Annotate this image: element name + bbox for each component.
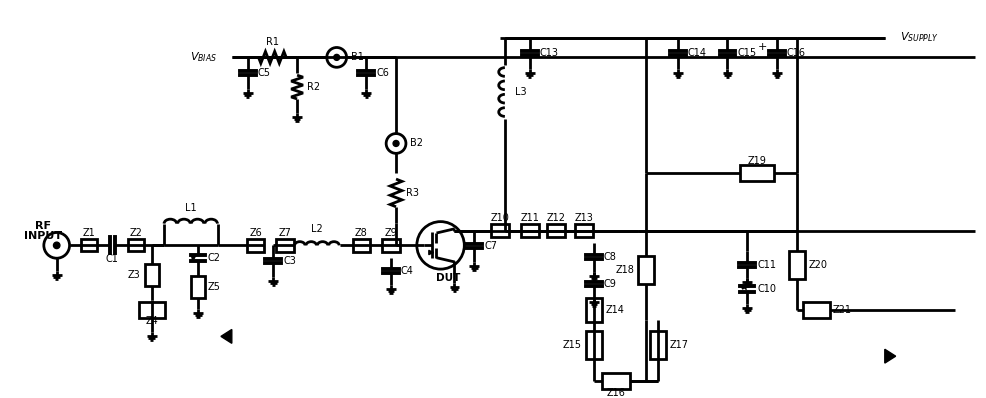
Bar bbox=[81, 240, 98, 251]
Text: Z2: Z2 bbox=[129, 228, 142, 238]
Text: Z21: Z21 bbox=[831, 305, 851, 315]
Bar bbox=[788, 251, 804, 279]
Bar bbox=[740, 165, 773, 181]
Text: Z5: Z5 bbox=[208, 282, 221, 292]
Circle shape bbox=[333, 55, 339, 60]
Bar bbox=[575, 224, 593, 237]
Text: C10: C10 bbox=[756, 284, 775, 294]
Text: C2: C2 bbox=[207, 253, 220, 263]
Polygon shape bbox=[883, 349, 894, 363]
Bar bbox=[586, 332, 601, 359]
Bar bbox=[139, 302, 165, 318]
Text: DUT: DUT bbox=[436, 273, 460, 283]
Text: C1: C1 bbox=[106, 254, 118, 264]
Bar bbox=[145, 264, 159, 286]
Text: L3: L3 bbox=[515, 87, 526, 97]
Text: INPUT: INPUT bbox=[24, 232, 62, 242]
Text: Z20: Z20 bbox=[808, 260, 827, 270]
Bar bbox=[191, 276, 205, 298]
Text: L1: L1 bbox=[184, 203, 196, 213]
Text: Z16: Z16 bbox=[605, 388, 624, 398]
Bar bbox=[128, 240, 144, 251]
Text: C6: C6 bbox=[376, 68, 388, 78]
Text: C3: C3 bbox=[283, 256, 296, 266]
Text: Z9: Z9 bbox=[385, 228, 397, 238]
Text: B1: B1 bbox=[350, 53, 363, 62]
Text: Z7: Z7 bbox=[278, 228, 292, 238]
Text: B2: B2 bbox=[409, 139, 422, 148]
Text: C14: C14 bbox=[687, 49, 706, 59]
Text: C7: C7 bbox=[483, 241, 497, 252]
Text: Z10: Z10 bbox=[490, 213, 509, 222]
Text: Z3: Z3 bbox=[128, 270, 141, 280]
Bar bbox=[586, 298, 601, 322]
Bar bbox=[601, 373, 629, 389]
Polygon shape bbox=[221, 330, 232, 343]
Text: Z14: Z14 bbox=[605, 305, 624, 315]
Text: C8: C8 bbox=[603, 252, 616, 262]
Text: Z17: Z17 bbox=[669, 340, 688, 350]
Text: Z15: Z15 bbox=[562, 340, 582, 350]
Text: C9: C9 bbox=[603, 279, 616, 289]
Text: R1: R1 bbox=[265, 37, 279, 47]
Text: Z18: Z18 bbox=[615, 265, 634, 275]
Text: C11: C11 bbox=[756, 260, 775, 270]
Text: Z13: Z13 bbox=[574, 213, 593, 222]
Text: $V_{BIAS}$: $V_{BIAS}$ bbox=[189, 51, 217, 64]
Text: R2: R2 bbox=[307, 82, 319, 92]
Text: +: + bbox=[757, 43, 766, 53]
Bar bbox=[521, 224, 538, 237]
Bar bbox=[352, 239, 370, 252]
Text: RF: RF bbox=[35, 220, 51, 230]
Text: Z11: Z11 bbox=[520, 213, 538, 222]
Text: C4: C4 bbox=[400, 266, 413, 276]
Text: $V_{SUPPLY}$: $V_{SUPPLY}$ bbox=[898, 31, 938, 45]
Bar bbox=[547, 224, 565, 237]
Text: Z1: Z1 bbox=[83, 228, 96, 238]
Circle shape bbox=[392, 140, 398, 146]
Text: C5: C5 bbox=[257, 68, 270, 78]
Bar bbox=[650, 332, 666, 359]
Bar bbox=[276, 239, 294, 252]
Text: R3: R3 bbox=[405, 188, 418, 198]
Text: C13: C13 bbox=[539, 49, 558, 59]
Text: Z19: Z19 bbox=[747, 156, 766, 166]
Bar bbox=[638, 256, 654, 284]
Text: Z12: Z12 bbox=[546, 213, 565, 222]
Text: Z8: Z8 bbox=[355, 228, 368, 238]
Text: L2: L2 bbox=[311, 224, 322, 234]
Bar bbox=[382, 239, 399, 252]
Text: C15: C15 bbox=[737, 49, 755, 59]
Text: Z4: Z4 bbox=[145, 316, 158, 326]
Text: C16: C16 bbox=[786, 49, 805, 59]
Text: Z6: Z6 bbox=[248, 228, 261, 238]
Bar bbox=[802, 302, 829, 318]
Bar bbox=[246, 239, 264, 252]
Bar bbox=[490, 224, 509, 237]
Circle shape bbox=[53, 242, 60, 249]
